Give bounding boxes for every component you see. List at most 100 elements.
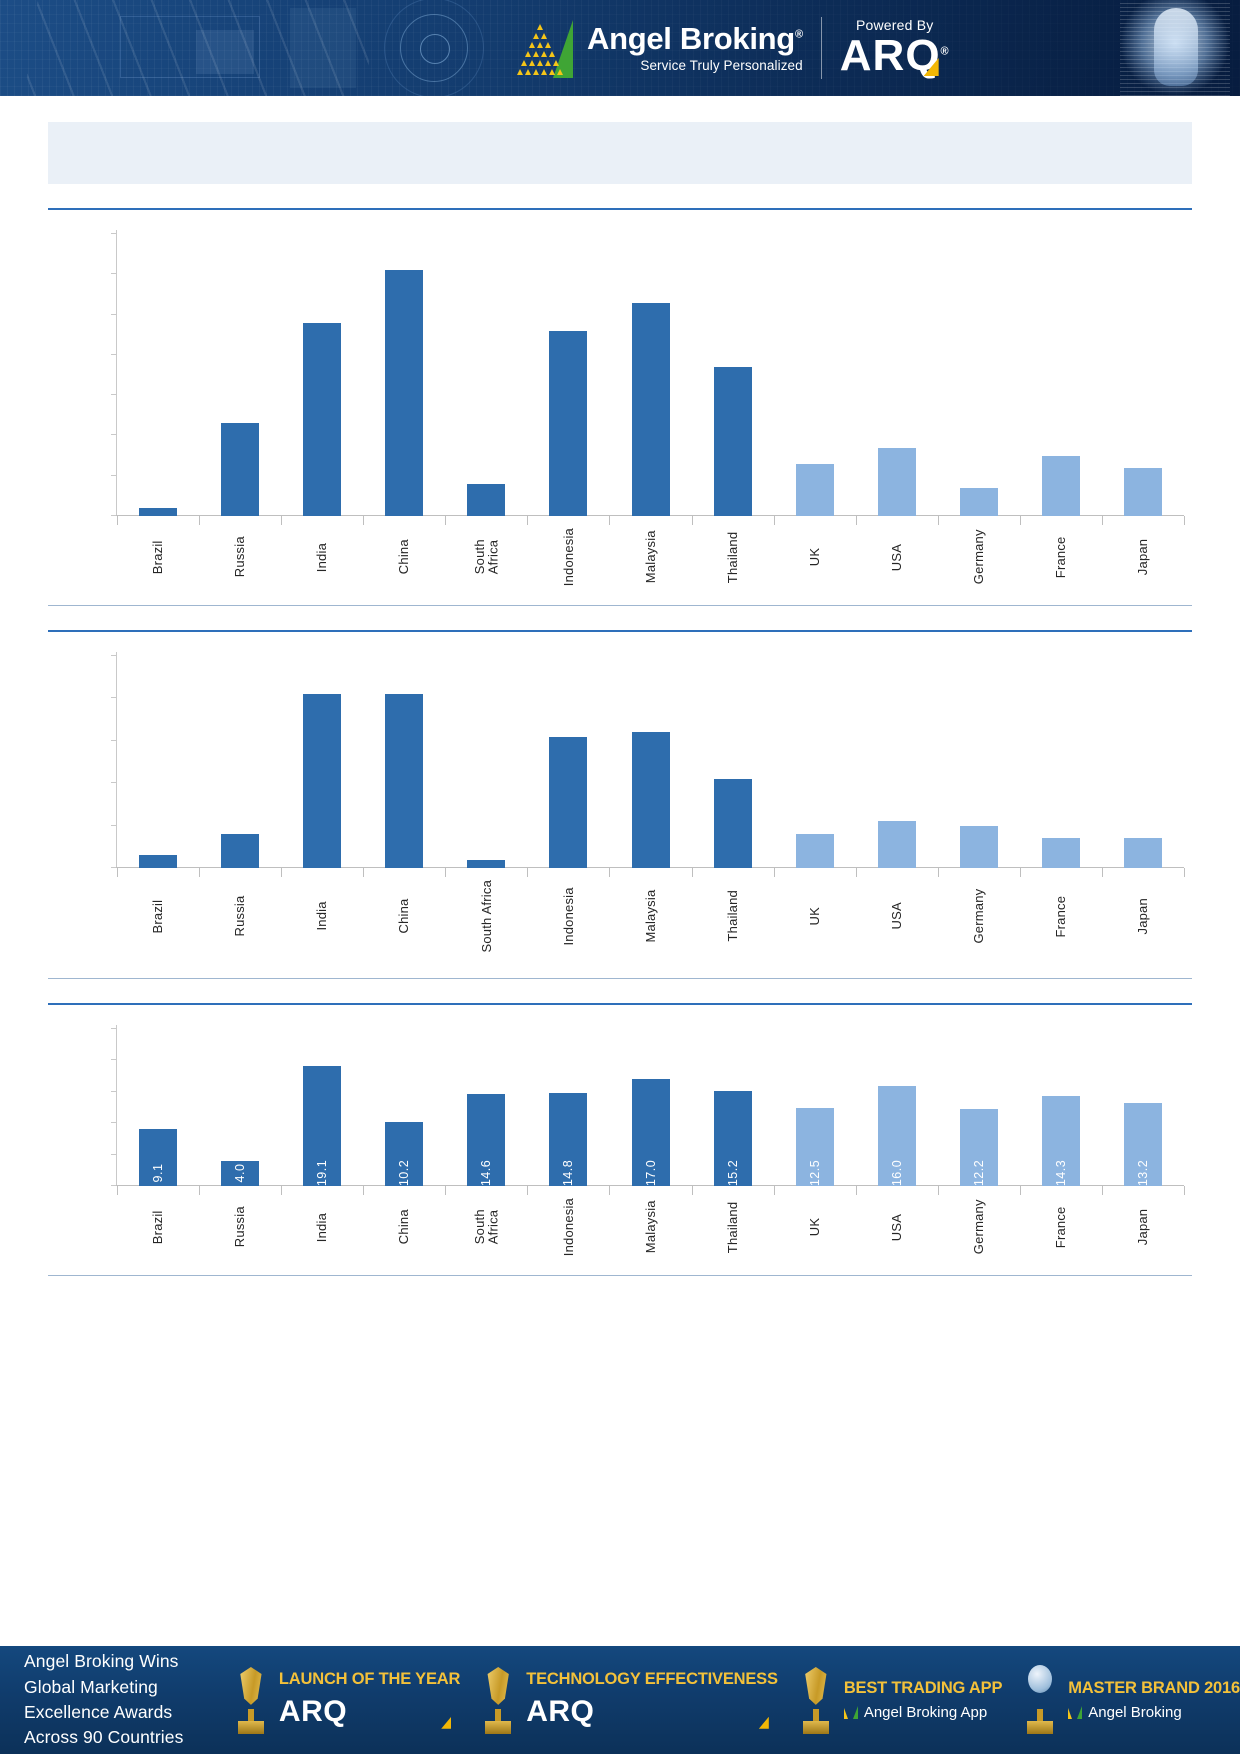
bar-slot (527, 234, 609, 516)
x-label-slot: Japan (1102, 880, 1184, 953)
bar[interactable] (549, 330, 588, 516)
bar[interactable]: 17.0 (631, 1079, 670, 1186)
x-axis-label: South Africa (471, 539, 501, 575)
bar-value-label: 4.0 (233, 1163, 248, 1183)
bar[interactable] (877, 821, 916, 868)
bar-slot (199, 656, 281, 868)
bar[interactable] (795, 834, 834, 868)
bar[interactable]: 9.1 (139, 1128, 178, 1186)
y-axis (111, 230, 117, 516)
x-label-slot: India (281, 528, 363, 586)
bar[interactable] (221, 834, 260, 868)
bar-slot (1020, 234, 1102, 516)
bar[interactable] (139, 855, 178, 868)
footer-award-title: LAUNCH OF THE YEAR (278, 1670, 461, 1689)
x-axis-tick (1019, 1186, 1021, 1195)
bar[interactable] (713, 366, 752, 516)
x-axis-label: UK (806, 907, 822, 926)
x-label-slot: Malaysia (609, 528, 691, 586)
bar[interactable] (1041, 838, 1080, 868)
x-axis-tick (1019, 868, 1021, 877)
x-label-slot: Russia (199, 528, 281, 586)
x-axis-tick (609, 516, 611, 525)
bar-series (117, 234, 1184, 516)
bar[interactable]: 13.2 (1123, 1103, 1162, 1186)
x-axis-tick (363, 868, 365, 877)
y-axis-tick (111, 697, 116, 699)
bar[interactable] (631, 732, 670, 868)
bar[interactable] (1123, 467, 1162, 516)
bar-slot: 14.6 (445, 1029, 527, 1186)
chart-2-plot-area: Brazil Russia India China South Africa Indone… (48, 638, 1192, 953)
y-axis-tick (111, 782, 116, 784)
x-axis-label: Indonesia (560, 1198, 576, 1257)
header-rect-decoration-1 (120, 16, 260, 78)
bar[interactable] (303, 322, 342, 516)
footer-award-title: TECHNOLOGY EFFECTIVENESS (526, 1670, 778, 1689)
bar[interactable]: 14.8 (549, 1093, 588, 1187)
bar[interactable]: 10.2 (385, 1121, 424, 1187)
x-axis-label: China (396, 539, 412, 575)
bar-value-label: 14.8 (561, 1159, 576, 1187)
bar[interactable] (877, 447, 916, 516)
chart-3-top-rule (48, 1003, 1192, 1005)
header-ring-decoration (400, 14, 468, 82)
x-axis-tick (1184, 1186, 1185, 1195)
x-axis-tick (937, 1186, 939, 1195)
x-axis-tick (117, 1186, 118, 1195)
x-axis-label: Indonesia (560, 887, 576, 946)
x-label-slot: USA (856, 880, 938, 953)
bar[interactable]: 15.2 (713, 1090, 752, 1186)
footer-award-subtitle: ARQ (526, 1695, 778, 1730)
bar[interactable] (303, 694, 342, 868)
bar-value-label: 19.1 (315, 1159, 330, 1187)
bar[interactable] (467, 483, 506, 516)
x-axis-label: Russia (232, 1206, 248, 1248)
x-label-slot: Thailand (692, 528, 774, 586)
bar[interactable]: 12.2 (959, 1109, 998, 1186)
bar[interactable]: 19.1 (303, 1066, 342, 1187)
chart-block-1: Brazil Russia India China South Africa Indone… (48, 208, 1192, 606)
y-axis-tick (111, 1028, 116, 1029)
bar-slot (445, 656, 527, 868)
bar-value-label: 10.2 (397, 1159, 412, 1187)
x-axis-tick (773, 868, 775, 877)
x-axis-tick (199, 516, 201, 525)
bar-slot (1102, 656, 1184, 868)
bar[interactable]: 12.5 (795, 1107, 834, 1186)
bar[interactable] (713, 778, 752, 868)
x-axis-label: Japan (1135, 898, 1151, 935)
x-label-slot: France (1020, 1198, 1102, 1256)
bar[interactable] (467, 859, 506, 868)
bar-slot (692, 234, 774, 516)
y-axis-tick (111, 394, 116, 396)
chart-3-bottom-rule (48, 1275, 1192, 1276)
x-axis-tick (117, 868, 118, 877)
bar[interactable] (1041, 455, 1080, 516)
x-axis-tick (445, 1186, 447, 1195)
bar[interactable] (959, 825, 998, 868)
bar-slot: 9.1 (117, 1029, 199, 1186)
bar[interactable] (221, 423, 260, 516)
bar[interactable] (795, 463, 834, 516)
trophy-icon (796, 1663, 838, 1737)
bar[interactable]: 14.3 (1041, 1096, 1080, 1186)
bar[interactable]: 14.6 (467, 1094, 506, 1186)
bar[interactable] (959, 487, 998, 516)
x-label-slot: Japan (1102, 528, 1184, 586)
x-axis-tick (199, 1186, 201, 1195)
bar[interactable] (385, 270, 424, 516)
bar-slot (938, 656, 1020, 868)
arq-registered-mark: ® (940, 45, 950, 58)
bar[interactable]: 4.0 (221, 1160, 260, 1186)
bar-slot: 14.8 (527, 1029, 609, 1186)
bar[interactable] (1123, 838, 1162, 868)
bar-slot (363, 234, 445, 516)
bar[interactable] (139, 507, 178, 516)
bar[interactable] (385, 694, 424, 868)
x-axis-label: Russia (232, 536, 248, 578)
bar[interactable] (549, 736, 588, 868)
bar[interactable] (631, 302, 670, 516)
bar[interactable]: 16.0 (877, 1085, 916, 1186)
x-axis-tick (527, 868, 529, 877)
